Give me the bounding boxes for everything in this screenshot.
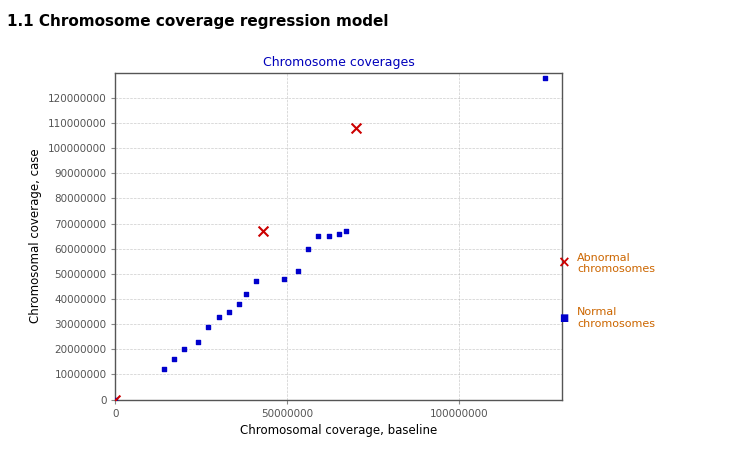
Point bbox=[312, 232, 324, 240]
Point bbox=[340, 227, 352, 235]
Point bbox=[250, 278, 262, 285]
Point bbox=[233, 301, 245, 308]
Point bbox=[257, 227, 269, 235]
Point bbox=[302, 245, 314, 252]
Point bbox=[333, 230, 345, 237]
Title: Chromosome coverages: Chromosome coverages bbox=[263, 56, 415, 69]
Point bbox=[323, 232, 335, 240]
Point bbox=[223, 308, 235, 315]
Text: Normal
chromosomes: Normal chromosomes bbox=[577, 307, 656, 329]
Point bbox=[110, 396, 121, 403]
Point bbox=[178, 345, 190, 353]
Point bbox=[212, 313, 224, 320]
Point bbox=[278, 275, 290, 282]
Text: 1.1 Chromosome coverage regression model: 1.1 Chromosome coverage regression model bbox=[7, 14, 389, 29]
Point bbox=[110, 396, 121, 403]
X-axis label: Chromosomal coverage, baseline: Chromosomal coverage, baseline bbox=[241, 424, 437, 437]
Point bbox=[539, 74, 551, 81]
Text: Abnormal
chromosomes: Abnormal chromosomes bbox=[577, 252, 656, 274]
Point bbox=[203, 323, 215, 330]
Point bbox=[168, 355, 180, 363]
Point bbox=[350, 124, 362, 132]
Text: ×: × bbox=[557, 256, 571, 271]
Point bbox=[292, 268, 304, 275]
Point bbox=[240, 290, 252, 297]
Point bbox=[158, 366, 170, 373]
Point bbox=[192, 338, 204, 345]
Y-axis label: Chromosomal coverage, case: Chromosomal coverage, case bbox=[29, 149, 42, 323]
Text: ■: ■ bbox=[559, 313, 568, 323]
